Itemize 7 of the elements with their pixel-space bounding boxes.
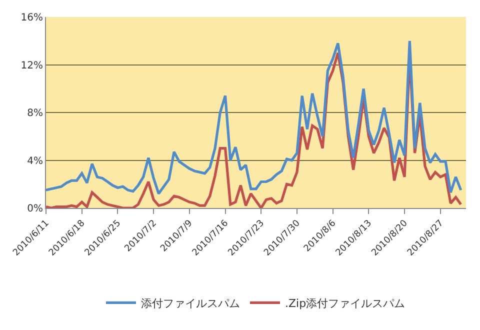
- y-tick-label: 4%: [27, 156, 43, 167]
- legend-label: .Zip添付ファイルスパム: [285, 297, 406, 310]
- y-tick-label: 12%: [20, 60, 43, 72]
- y-tick-label: 16%: [20, 12, 43, 24]
- y-tick-label: 0%: [27, 204, 43, 214]
- y-tick-label: 8%: [27, 108, 43, 119]
- legend-label: 添付ファイルスパム: [141, 297, 240, 310]
